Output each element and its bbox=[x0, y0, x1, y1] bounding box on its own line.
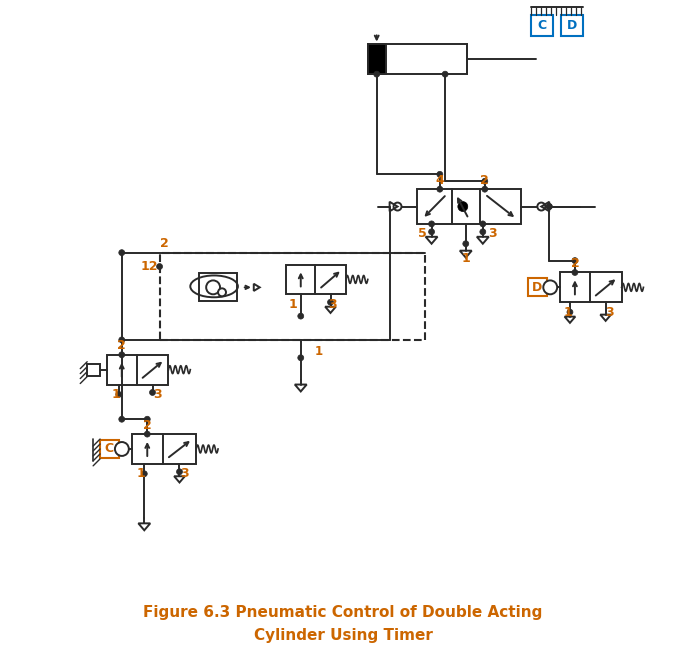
Bar bbox=[417, 190, 521, 224]
Circle shape bbox=[119, 337, 125, 343]
Text: 3: 3 bbox=[328, 297, 337, 311]
Circle shape bbox=[567, 309, 573, 315]
Circle shape bbox=[206, 280, 220, 294]
Text: 3: 3 bbox=[488, 227, 497, 240]
Text: 2: 2 bbox=[160, 238, 169, 250]
Text: 2: 2 bbox=[117, 340, 126, 352]
Circle shape bbox=[480, 229, 486, 235]
Circle shape bbox=[176, 468, 182, 475]
Circle shape bbox=[327, 299, 333, 305]
Circle shape bbox=[150, 390, 156, 395]
Bar bbox=[368, 45, 467, 74]
Circle shape bbox=[141, 470, 147, 477]
Bar bbox=[160, 253, 425, 340]
Text: 2: 2 bbox=[571, 257, 579, 270]
Text: D: D bbox=[532, 281, 543, 294]
Circle shape bbox=[480, 221, 486, 227]
Circle shape bbox=[144, 431, 150, 437]
Circle shape bbox=[429, 229, 434, 235]
Text: 3: 3 bbox=[153, 388, 162, 401]
Text: 1: 1 bbox=[137, 467, 145, 480]
Circle shape bbox=[482, 186, 488, 192]
Circle shape bbox=[394, 203, 401, 211]
Circle shape bbox=[374, 71, 379, 77]
Circle shape bbox=[437, 171, 442, 177]
Text: 1: 1 bbox=[315, 345, 323, 359]
Circle shape bbox=[218, 288, 226, 296]
Circle shape bbox=[156, 264, 163, 270]
Text: C: C bbox=[538, 19, 547, 32]
Text: 1: 1 bbox=[462, 252, 470, 265]
Text: 12: 12 bbox=[141, 260, 158, 273]
Circle shape bbox=[537, 203, 545, 211]
Text: 5: 5 bbox=[418, 227, 427, 240]
Text: C: C bbox=[104, 442, 114, 455]
Bar bbox=[561, 14, 583, 36]
Text: D: D bbox=[567, 19, 577, 32]
Circle shape bbox=[119, 249, 125, 255]
Circle shape bbox=[116, 392, 121, 397]
Circle shape bbox=[119, 352, 125, 358]
Circle shape bbox=[119, 417, 125, 422]
Bar bbox=[132, 434, 196, 464]
Circle shape bbox=[546, 203, 552, 209]
Text: 1: 1 bbox=[564, 306, 572, 318]
Circle shape bbox=[572, 258, 578, 264]
Text: 2: 2 bbox=[480, 174, 489, 187]
Text: 3: 3 bbox=[180, 467, 189, 480]
Circle shape bbox=[572, 270, 578, 276]
Bar bbox=[368, 45, 386, 74]
Text: 4: 4 bbox=[436, 174, 445, 187]
Circle shape bbox=[298, 355, 304, 361]
Circle shape bbox=[115, 442, 129, 456]
Bar bbox=[87, 364, 100, 376]
Circle shape bbox=[437, 186, 442, 192]
Text: Cylinder Using Timer: Cylinder Using Timer bbox=[254, 628, 432, 643]
Bar bbox=[528, 278, 547, 296]
Circle shape bbox=[546, 203, 552, 209]
Text: 1: 1 bbox=[111, 388, 120, 401]
Circle shape bbox=[429, 221, 434, 227]
Circle shape bbox=[463, 241, 469, 247]
Text: 3: 3 bbox=[605, 306, 614, 318]
Circle shape bbox=[442, 71, 448, 77]
Bar bbox=[560, 272, 622, 302]
Text: 2: 2 bbox=[143, 418, 152, 432]
Text: 1: 1 bbox=[288, 297, 297, 311]
Circle shape bbox=[543, 280, 557, 294]
Bar bbox=[287, 265, 346, 294]
Circle shape bbox=[458, 201, 468, 211]
Bar bbox=[107, 355, 169, 384]
Circle shape bbox=[144, 417, 150, 422]
Circle shape bbox=[482, 178, 488, 184]
Circle shape bbox=[298, 313, 304, 319]
Text: Figure 6.3 Pneumatic Control of Double Acting: Figure 6.3 Pneumatic Control of Double A… bbox=[143, 605, 543, 620]
Bar bbox=[532, 14, 553, 36]
Bar bbox=[199, 274, 237, 301]
Bar bbox=[100, 440, 119, 458]
